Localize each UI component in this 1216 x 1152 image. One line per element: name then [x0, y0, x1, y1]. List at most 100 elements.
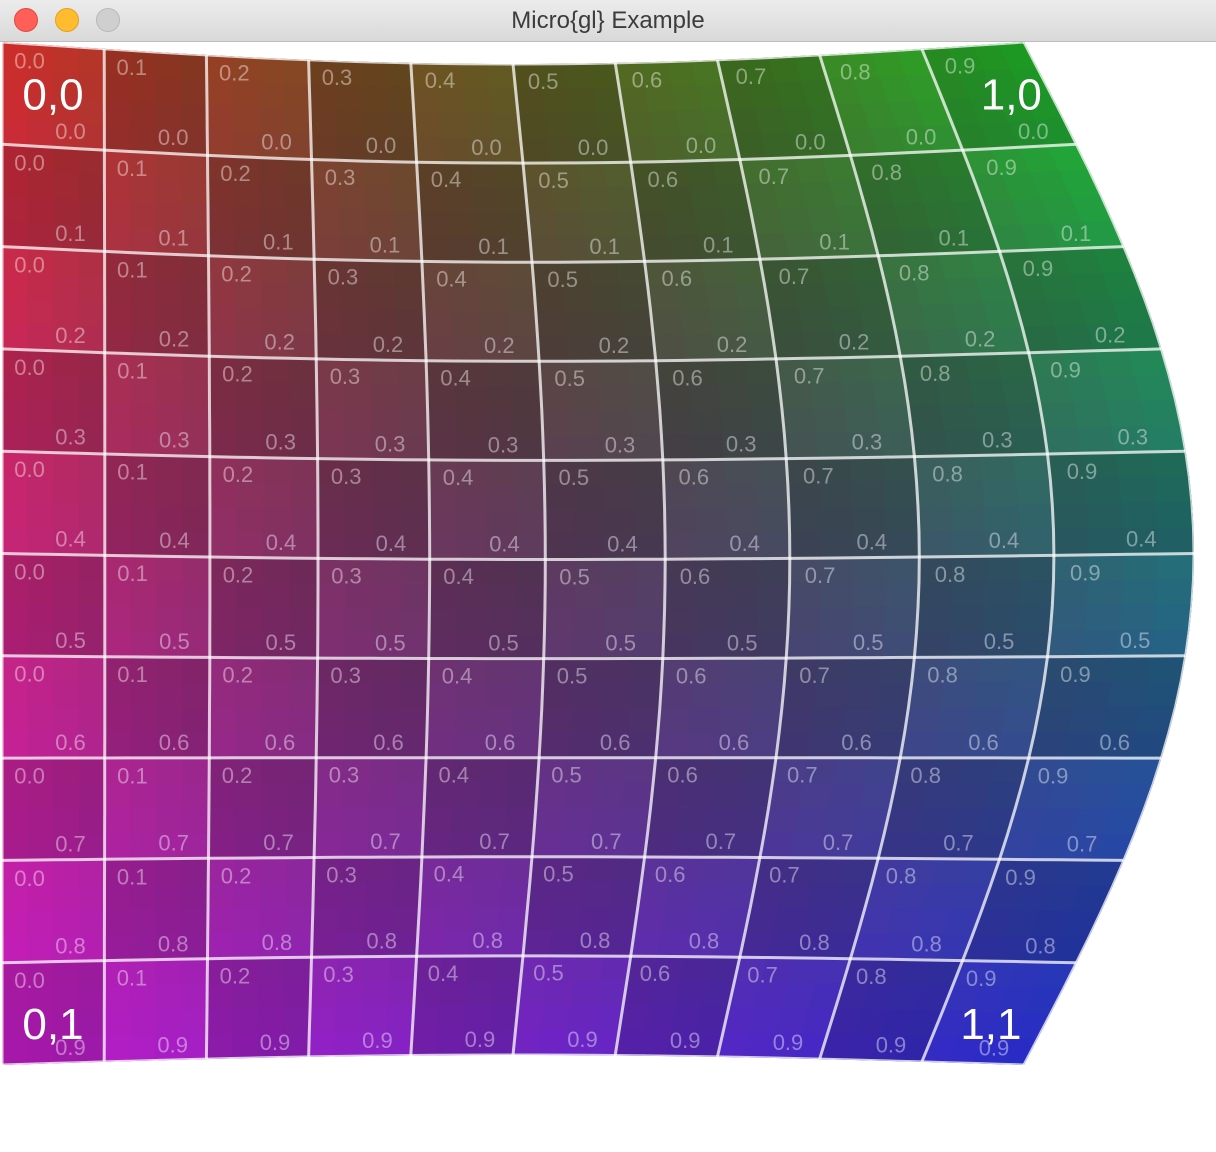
cell-v-label: 0.2: [373, 332, 404, 357]
texture-cell: [877, 757, 1030, 860]
texture-cell: [208, 657, 318, 759]
cell-u-label: 0.2: [221, 863, 252, 888]
texture-cell: [850, 857, 1000, 961]
texture-cell: [104, 149, 209, 257]
cell-v-label: 0.7: [706, 829, 737, 854]
texture-cell: [739, 857, 879, 960]
texture-uv-labels: 0.00.00.10.00.20.00.30.00.40.00.50.00.60…: [14, 48, 1156, 1060]
texture-cell: [416, 856, 533, 957]
cell-u-label: 0.7: [805, 563, 836, 588]
cell-v-label: 0.3: [982, 427, 1013, 452]
cell-u-label: 0.7: [747, 962, 778, 987]
texture-cell: [2, 553, 106, 658]
cell-u-label: 0.7: [769, 863, 800, 888]
cell-v-label: 0.6: [968, 730, 999, 755]
texture-cell: [531, 261, 657, 362]
cell-v-label: 0.7: [1067, 832, 1098, 857]
texture-cell: [104, 251, 210, 357]
cell-u-label: 0.9: [1005, 865, 1036, 890]
texture-cell: [416, 161, 533, 263]
cell-v-label: 0.8: [262, 930, 293, 955]
cell-u-label: 0.8: [856, 964, 887, 989]
cell-u-label: 0.1: [117, 966, 148, 991]
minimize-button[interactable]: [55, 8, 79, 32]
texture-cell: [531, 757, 657, 858]
title-bar[interactable]: Micro{gl} Example: [0, 0, 1216, 42]
texture-cell: [543, 558, 666, 659]
cell-v-label: 0.8: [366, 929, 397, 954]
texture-cell: [717, 956, 851, 1060]
cell-u-label: 0.2: [222, 763, 253, 788]
texture-cell: [311, 856, 423, 958]
texture-corner-labels: 0,0 1,0 0,1 1,1: [22, 70, 1042, 1049]
cell-v-label: 0.4: [989, 528, 1020, 553]
cell-v-label: 0.1: [263, 230, 294, 255]
texture-grid-lines: [2, 42, 1194, 1065]
cell-v-label: 0.3: [726, 431, 757, 456]
texture-cell: [759, 255, 901, 360]
texture-cell: [313, 757, 427, 858]
cell-v-label: 0.1: [55, 221, 86, 246]
cell-u-label: 0.0: [14, 253, 45, 278]
corner-label-top-left: 0,0: [22, 71, 83, 120]
cell-u-label: 0.7: [794, 364, 825, 389]
cell-u-label: 0.5: [538, 168, 569, 193]
render-canvas: 0.0 0.0 0.1 0.0 0.2 0.0 0.3 0.0 0.4 0.0 0.5 0.0 0.6 0…: [0, 42, 1216, 1152]
cell-v-label: 0.5: [605, 631, 636, 656]
cell-v-label: 0.2: [159, 327, 190, 352]
cell-u-label: 0.6: [676, 663, 707, 688]
cell-v-label: 0.6: [485, 730, 516, 755]
cell-v-label: 0.0: [471, 135, 502, 160]
cell-u-label: 0.3: [331, 464, 362, 489]
cell-u-label: 0.7: [787, 763, 818, 788]
cell-u-label: 0.9: [986, 155, 1017, 180]
cell-u-label: 0.9: [1023, 256, 1054, 281]
cell-u-label: 0.3: [323, 962, 354, 987]
cell-v-label: 0.9: [465, 1027, 496, 1052]
zoom-button[interactable]: [96, 8, 120, 32]
cell-u-label: 0.2: [221, 261, 252, 286]
cell-u-label: 0.4: [428, 961, 459, 986]
cell-v-label: 0.9: [876, 1032, 907, 1057]
texture-cell: [759, 757, 901, 859]
texture-cell: [308, 955, 417, 1058]
cell-u-label: 0.9: [1067, 459, 1098, 484]
cell-v-label: 0.8: [472, 928, 503, 953]
cell-v-label: 0.3: [852, 430, 883, 455]
texture-cell: [785, 556, 920, 659]
cell-u-label: 0.1: [117, 359, 148, 384]
warped-texture-scene: 0.00.00.10.00.20.00.30.00.40.00.50.00.60…: [2, 42, 1194, 1065]
texture-cell: [522, 856, 645, 957]
texture-cell: [104, 656, 211, 759]
cell-v-label: 0.6: [373, 730, 404, 755]
cell-v-label: 0.6: [1099, 730, 1130, 755]
close-button[interactable]: [14, 8, 38, 32]
texture-cell: [308, 59, 417, 163]
texture-cell: [662, 458, 791, 560]
cell-u-label: 0.4: [440, 366, 471, 391]
cell-v-label: 0.6: [600, 730, 631, 755]
texture-cell: [317, 458, 431, 560]
cell-u-label: 0.6: [648, 167, 679, 192]
cell-v-label: 0.0: [55, 119, 86, 144]
grid-line-horizontal: [2, 449, 1186, 462]
texture-cell: [428, 558, 546, 659]
cell-v-label: 0.3: [605, 432, 636, 457]
cell-u-label: 0.0: [14, 662, 45, 687]
grid-line-horizontal: [2, 855, 1124, 862]
cell-v-label: 0.1: [478, 234, 509, 259]
cell-v-label: 0.5: [159, 629, 190, 654]
cell-v-label: 0.2: [717, 332, 748, 357]
texture-cell: [775, 355, 915, 459]
cell-v-label: 0.1: [939, 226, 970, 251]
cell-v-label: 0.3: [488, 432, 519, 457]
texture-cell: [785, 456, 920, 559]
cell-u-label: 0.4: [442, 663, 473, 688]
cell-v-label: 0.9: [773, 1030, 804, 1055]
cell-v-label: 0.4: [1126, 526, 1157, 551]
cell-u-label: 0.3: [330, 364, 361, 389]
cell-v-label: 0.4: [857, 530, 888, 555]
cell-v-label: 0.8: [55, 934, 86, 959]
texture-cell: [206, 956, 312, 1060]
cell-v-label: 0.8: [911, 932, 942, 957]
